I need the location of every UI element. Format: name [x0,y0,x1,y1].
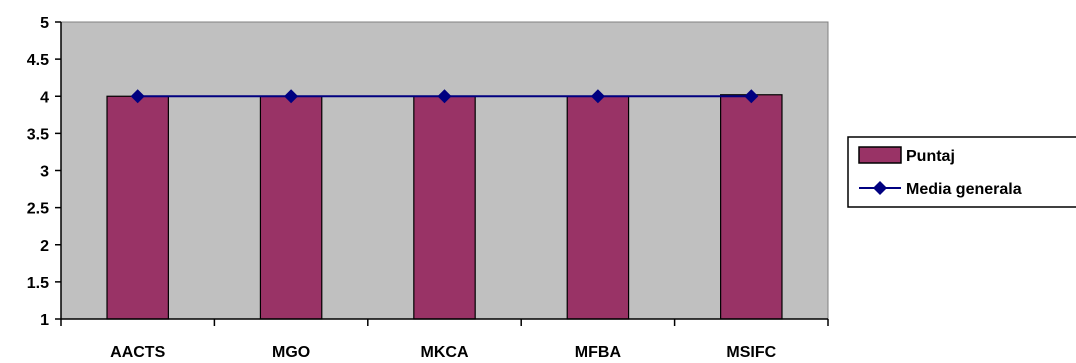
x-tick-label-mkca: MKCA [421,344,469,361]
y-tick-label: 2.5 [27,201,49,218]
legend: Puntaj Media generala [847,136,1076,208]
bar-mkca [413,95,476,320]
bar-mgo [259,95,323,320]
y-tick-label: 1 [40,312,49,329]
legend-label-puntaj: Puntaj [906,148,955,165]
bar-mfba [566,95,630,320]
marker-media-mgo [284,89,299,104]
x-tick-label-mfba: MFBA [575,344,622,361]
y-tick-label: 5 [40,15,49,32]
marker-media-mkca [437,89,452,104]
x-tick-label-aacts: AACTS [110,344,165,361]
bar-msifc [720,94,783,320]
legend-marker-media [873,181,887,195]
y-tick-label: 3 [40,164,49,181]
y-tick-label: 2 [40,238,49,255]
x-tick-label-msifc: MSIFC [726,344,776,361]
y-tick-label: 1.5 [27,275,49,292]
bar-aacts [106,95,169,320]
y-tick-label: 4.5 [27,52,49,69]
legend-label-media: Media generala [906,181,1022,198]
marker-media-mfba [590,89,605,104]
y-tick-label: 3.5 [27,126,49,143]
x-tick-label-mgo: MGO [272,344,310,361]
legend-swatch-puntaj [858,146,902,164]
marker-media-msifc [744,89,759,104]
y-tick-label: 4 [40,89,49,106]
marker-media-aacts [130,89,145,104]
